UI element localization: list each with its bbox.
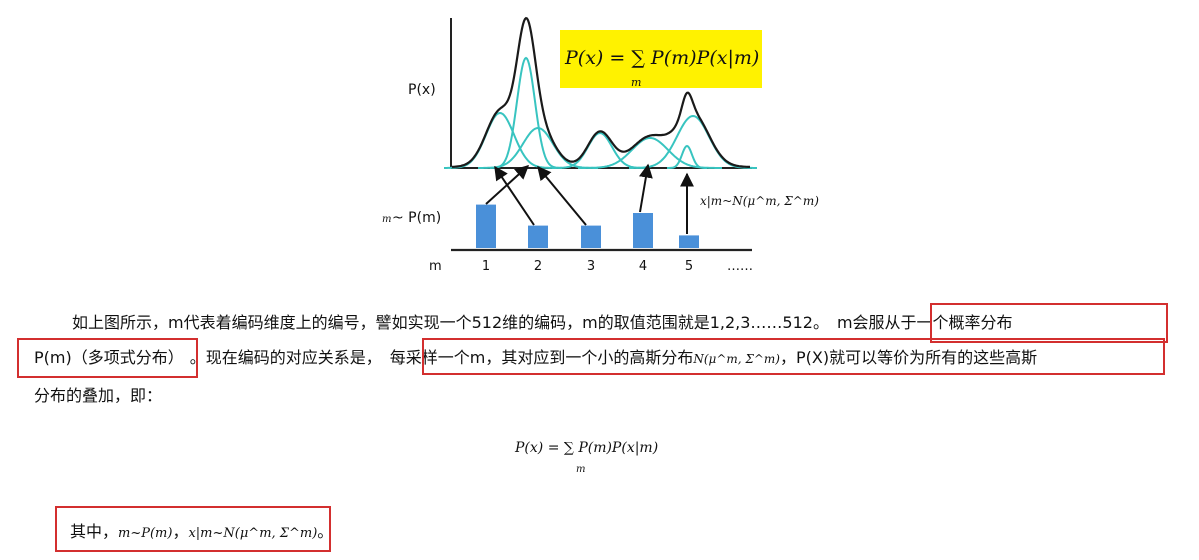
tick-label-6: …… (727, 259, 753, 274)
note-sep: ， (172, 522, 189, 541)
paragraph-line1-text: 如上图所示，m代表着编码维度上的编号，譬如实现一个512维的编码，m的取值范围就… (72, 313, 829, 332)
gaussian-4 (552, 131, 648, 169)
paragraph-line-2: P(m)（多项式分布） 。现在编码的对应关系是， 每采样一个m，其对应到一个小的高斯… (34, 347, 1037, 370)
gmm-diagram: P(x) = ∑ P(m)P(x|m) m P(x) x|m~N(μ^m, Σ^… (382, 16, 819, 274)
definition-note: 其中，m~P(m)，x|m~N(μ^m, Σ^m)。 (70, 518, 333, 542)
formula-highlight (560, 30, 762, 88)
tick-label-1: 1 (482, 259, 490, 274)
y-axis-label: P(x) (408, 82, 436, 98)
m-dist-label: ~ P(m) (392, 210, 441, 226)
formula-main: P(x) = ∑ P(m)P(x|m) (515, 440, 659, 456)
tick-label-2: 2 (534, 259, 542, 274)
paragraph-line-1: 如上图所示，m代表着编码维度上的编号，譬如实现一个512维的编码，m的取值范围就… (72, 312, 1013, 334)
mixture-envelope (452, 16, 750, 168)
note-math-1: m~P(m) (118, 526, 173, 541)
note-prefix: 其中， (70, 522, 119, 541)
arrow-label: x|m~N(μ^m, Σ^m) (700, 194, 819, 208)
paragraph-line-3: 分布的叠加，即： (34, 386, 163, 405)
bar-3 (581, 225, 601, 248)
highlight-box-2 (17, 338, 198, 378)
m-label-small: m (382, 214, 391, 225)
paragraph-line2-mid: 。现在编码的对应关系是， (189, 348, 382, 367)
line2-highlight-2b: ，P(X)就可以等价为所有的这些高斯 (780, 348, 1038, 367)
tick-label-3: 3 (587, 259, 595, 274)
gaussian-3 (478, 126, 598, 169)
bar-5 (679, 235, 699, 248)
note-math-2: x|m~N(μ^m, Σ^m) (188, 526, 318, 541)
tick-labels: 1 2 3 4 5 …… (482, 259, 753, 274)
arrow-4 (638, 163, 653, 213)
arrow-3 (537, 165, 587, 226)
note-suffix: 。 (317, 522, 334, 541)
x-axis-label: m (429, 259, 442, 274)
highlight-box-4 (55, 506, 331, 552)
bar-1 (476, 204, 496, 248)
mixture-formula: P(x) = ∑ P(m)P(x|m) m (515, 436, 695, 480)
highlight-box-1 (930, 303, 1168, 343)
line2-highlight-1: P(m)（多项式分布） (34, 348, 176, 367)
gaussian-1 (444, 111, 556, 169)
gaussian-6 (667, 144, 707, 169)
arrow-2 (494, 165, 535, 226)
figure-formula-sub: m (631, 76, 641, 89)
figure-formula: P(x) = ∑ P(m)P(x|m) (564, 47, 759, 69)
highlight-box-3 (422, 338, 1165, 375)
bars (476, 204, 699, 248)
gaussian-5 (578, 137, 722, 169)
line2-highlight-2a: 每采样一个m，其对应到一个小的高斯分布 (389, 348, 694, 367)
line2-math: N(μ^m, Σ^m) (693, 352, 780, 366)
bar-4 (633, 213, 653, 248)
tick-label-4: 4 (639, 259, 647, 274)
tick-label-5: 5 (685, 259, 693, 274)
line1-highlight: m会服从于一个概率分布 (836, 313, 1013, 332)
gmm-figure: P(x) = ∑ P(m)P(x|m) m P(x) x|m~N(μ^m, Σ^… (360, 0, 830, 285)
formula-sub: m (576, 464, 586, 475)
gaussian-7 (629, 114, 757, 169)
bar-2 (528, 225, 548, 248)
